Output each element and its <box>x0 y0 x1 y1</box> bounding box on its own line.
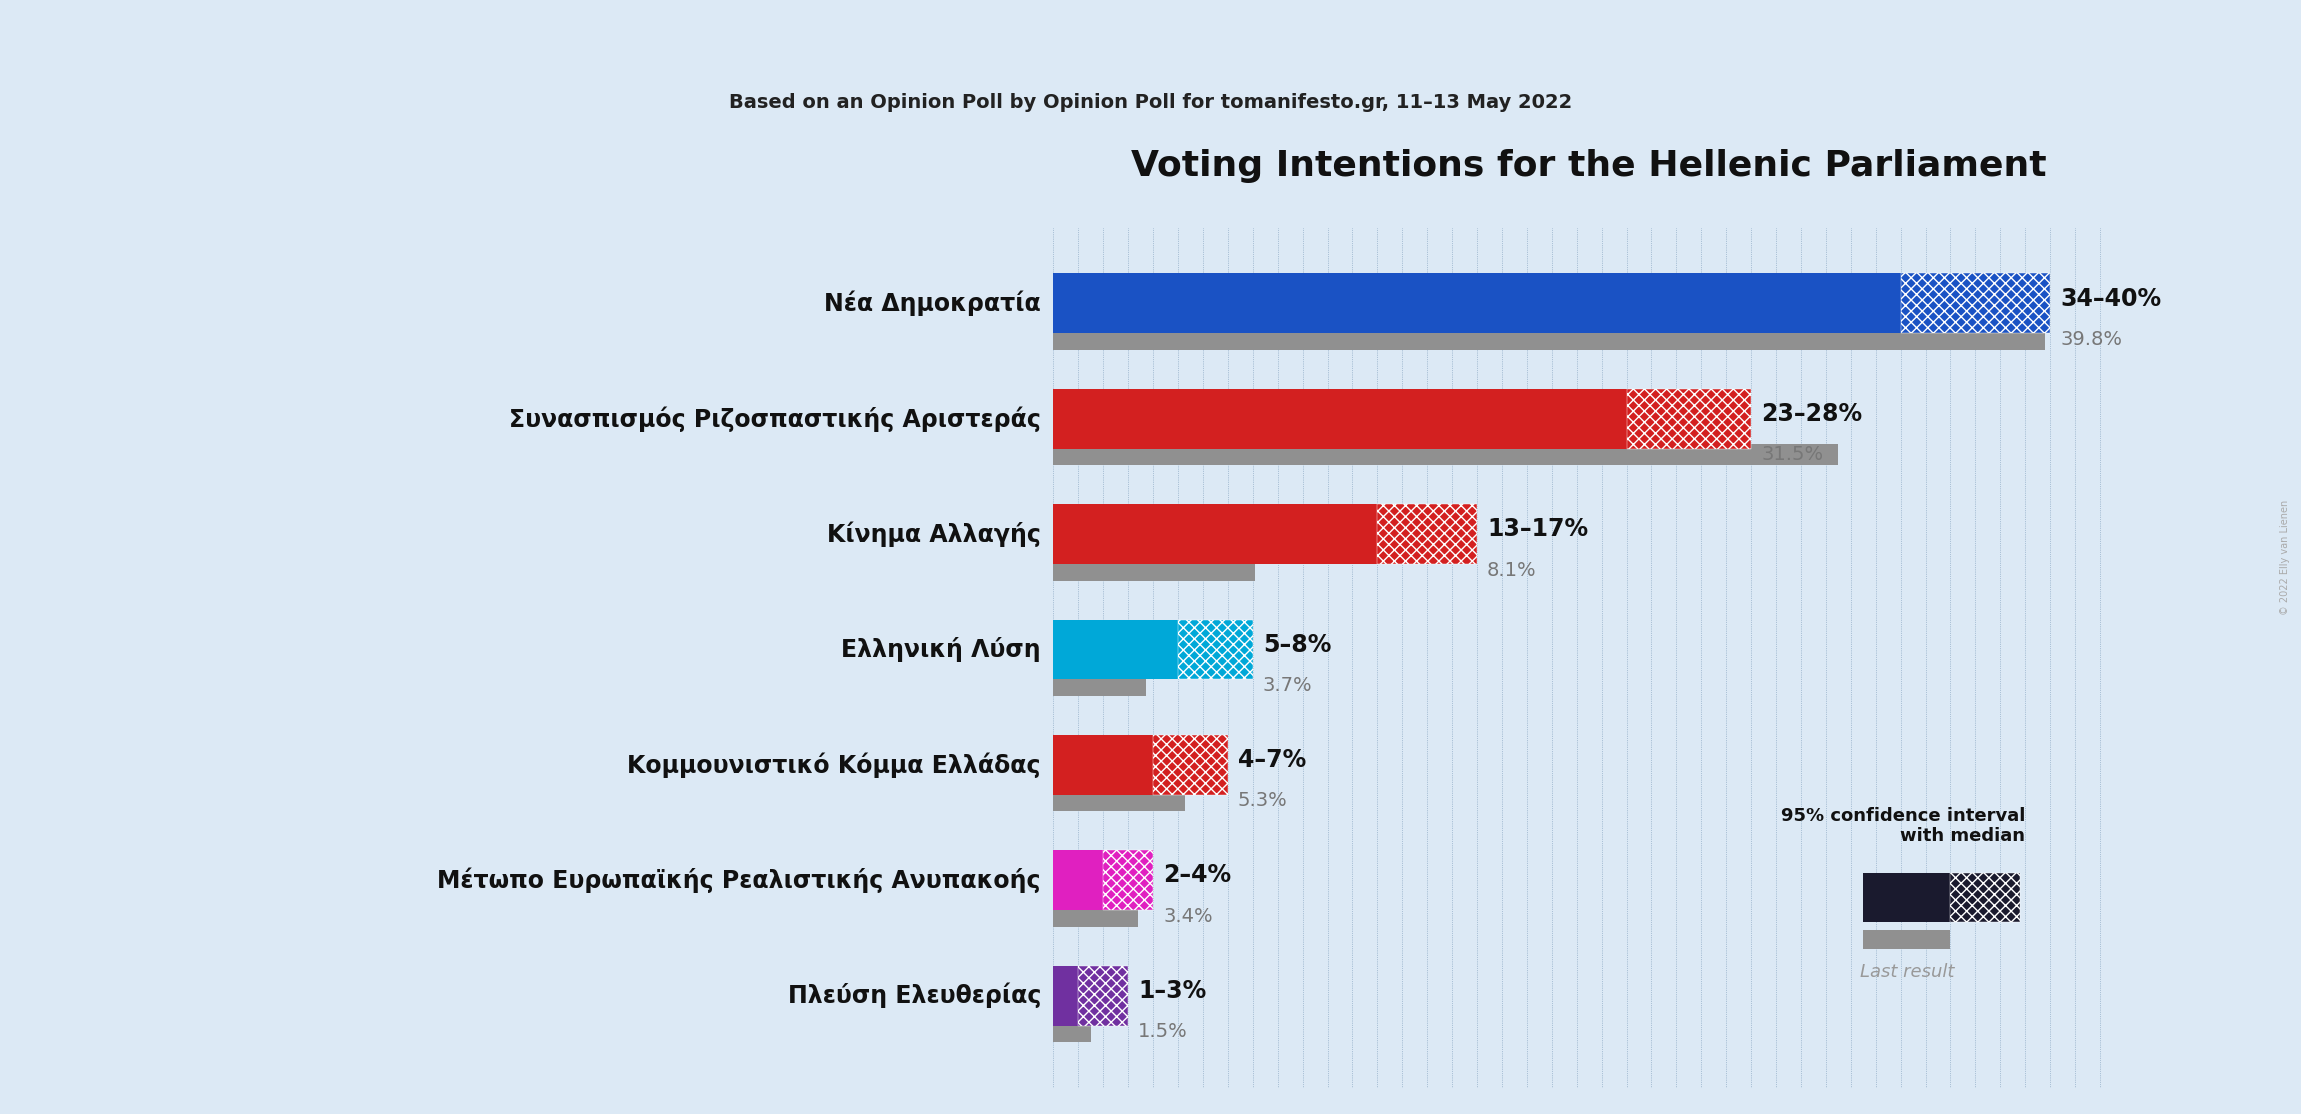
Text: Κίνημα Αλλαγής: Κίνημα Αλλαγής <box>826 521 1040 547</box>
Text: Based on an Opinion Poll by Opinion Poll for tomanifesto.gr, 11–13 May 2022: Based on an Opinion Poll by Opinion Poll… <box>729 92 1572 113</box>
Bar <box>1054 1022 1091 1042</box>
Bar <box>1951 873 2020 921</box>
Bar <box>1901 273 2050 333</box>
Bar <box>1054 329 2046 350</box>
Text: 31.5%: 31.5% <box>1760 446 1822 465</box>
Bar <box>1054 273 1901 333</box>
Bar <box>1054 966 1079 1026</box>
Bar <box>1054 735 1153 795</box>
Text: Πλεύση Ελευθερίας: Πλεύση Ελευθερίας <box>787 983 1040 1008</box>
Text: 5–8%: 5–8% <box>1263 633 1330 657</box>
Bar <box>1054 791 1185 811</box>
Bar <box>1079 966 1127 1026</box>
Bar <box>1153 735 1229 795</box>
Bar <box>1627 389 1751 449</box>
Bar <box>1054 389 1627 449</box>
Text: Κομμουνιστικό Κόμμα Ελλάδας: Κομμουνιστικό Κόμμα Ελλάδας <box>628 752 1040 778</box>
Bar <box>1054 850 1102 910</box>
Bar <box>1864 930 1951 949</box>
Text: 4–7%: 4–7% <box>1238 749 1307 772</box>
Bar <box>1054 619 1178 680</box>
Bar <box>1054 675 1146 696</box>
Text: 39.8%: 39.8% <box>2059 330 2122 349</box>
Text: 2–4%: 2–4% <box>1162 863 1231 888</box>
Title: Voting Intentions for the Hellenic Parliament: Voting Intentions for the Hellenic Parli… <box>1132 148 2048 183</box>
Bar <box>1864 873 1951 921</box>
Text: Ελληνική Λύση: Ελληνική Λύση <box>842 637 1040 662</box>
Text: Last result: Last result <box>1859 964 1954 981</box>
Bar <box>1054 559 1256 580</box>
Text: 8.1%: 8.1% <box>1486 560 1537 579</box>
Text: 3.7%: 3.7% <box>1263 676 1312 695</box>
Bar <box>1178 619 1252 680</box>
Text: 95% confidence interval
with median: 95% confidence interval with median <box>1781 807 2025 846</box>
Text: Νέα Δημοκρατία: Νέα Δημοκρατία <box>824 291 1040 316</box>
Text: 34–40%: 34–40% <box>2059 286 2161 311</box>
Text: 5.3%: 5.3% <box>1238 791 1289 810</box>
Text: 13–17%: 13–17% <box>1486 517 1588 541</box>
Text: 1.5%: 1.5% <box>1139 1022 1187 1042</box>
Text: 3.4%: 3.4% <box>1162 907 1213 926</box>
Bar <box>1102 850 1153 910</box>
Text: Συνασπισμός Ριζοσπαστικής Αριστεράς: Συνασπισμός Ριζοσπαστικής Αριστεράς <box>509 405 1040 431</box>
Bar <box>1054 444 1838 466</box>
Bar <box>1378 505 1477 564</box>
Text: Μέτωπο Ευρωπαϊκής Ρεαλιστικής Ανυπακοής: Μέτωπο Ευρωπαϊκής Ρεαλιστικής Ανυπακοής <box>437 868 1040 893</box>
Bar <box>1054 505 1378 564</box>
Text: 23–28%: 23–28% <box>1760 402 1862 426</box>
Text: © 2022 Elly van Lienen: © 2022 Elly van Lienen <box>2280 499 2289 615</box>
Text: 1–3%: 1–3% <box>1139 979 1206 1003</box>
Bar <box>1054 906 1139 927</box>
